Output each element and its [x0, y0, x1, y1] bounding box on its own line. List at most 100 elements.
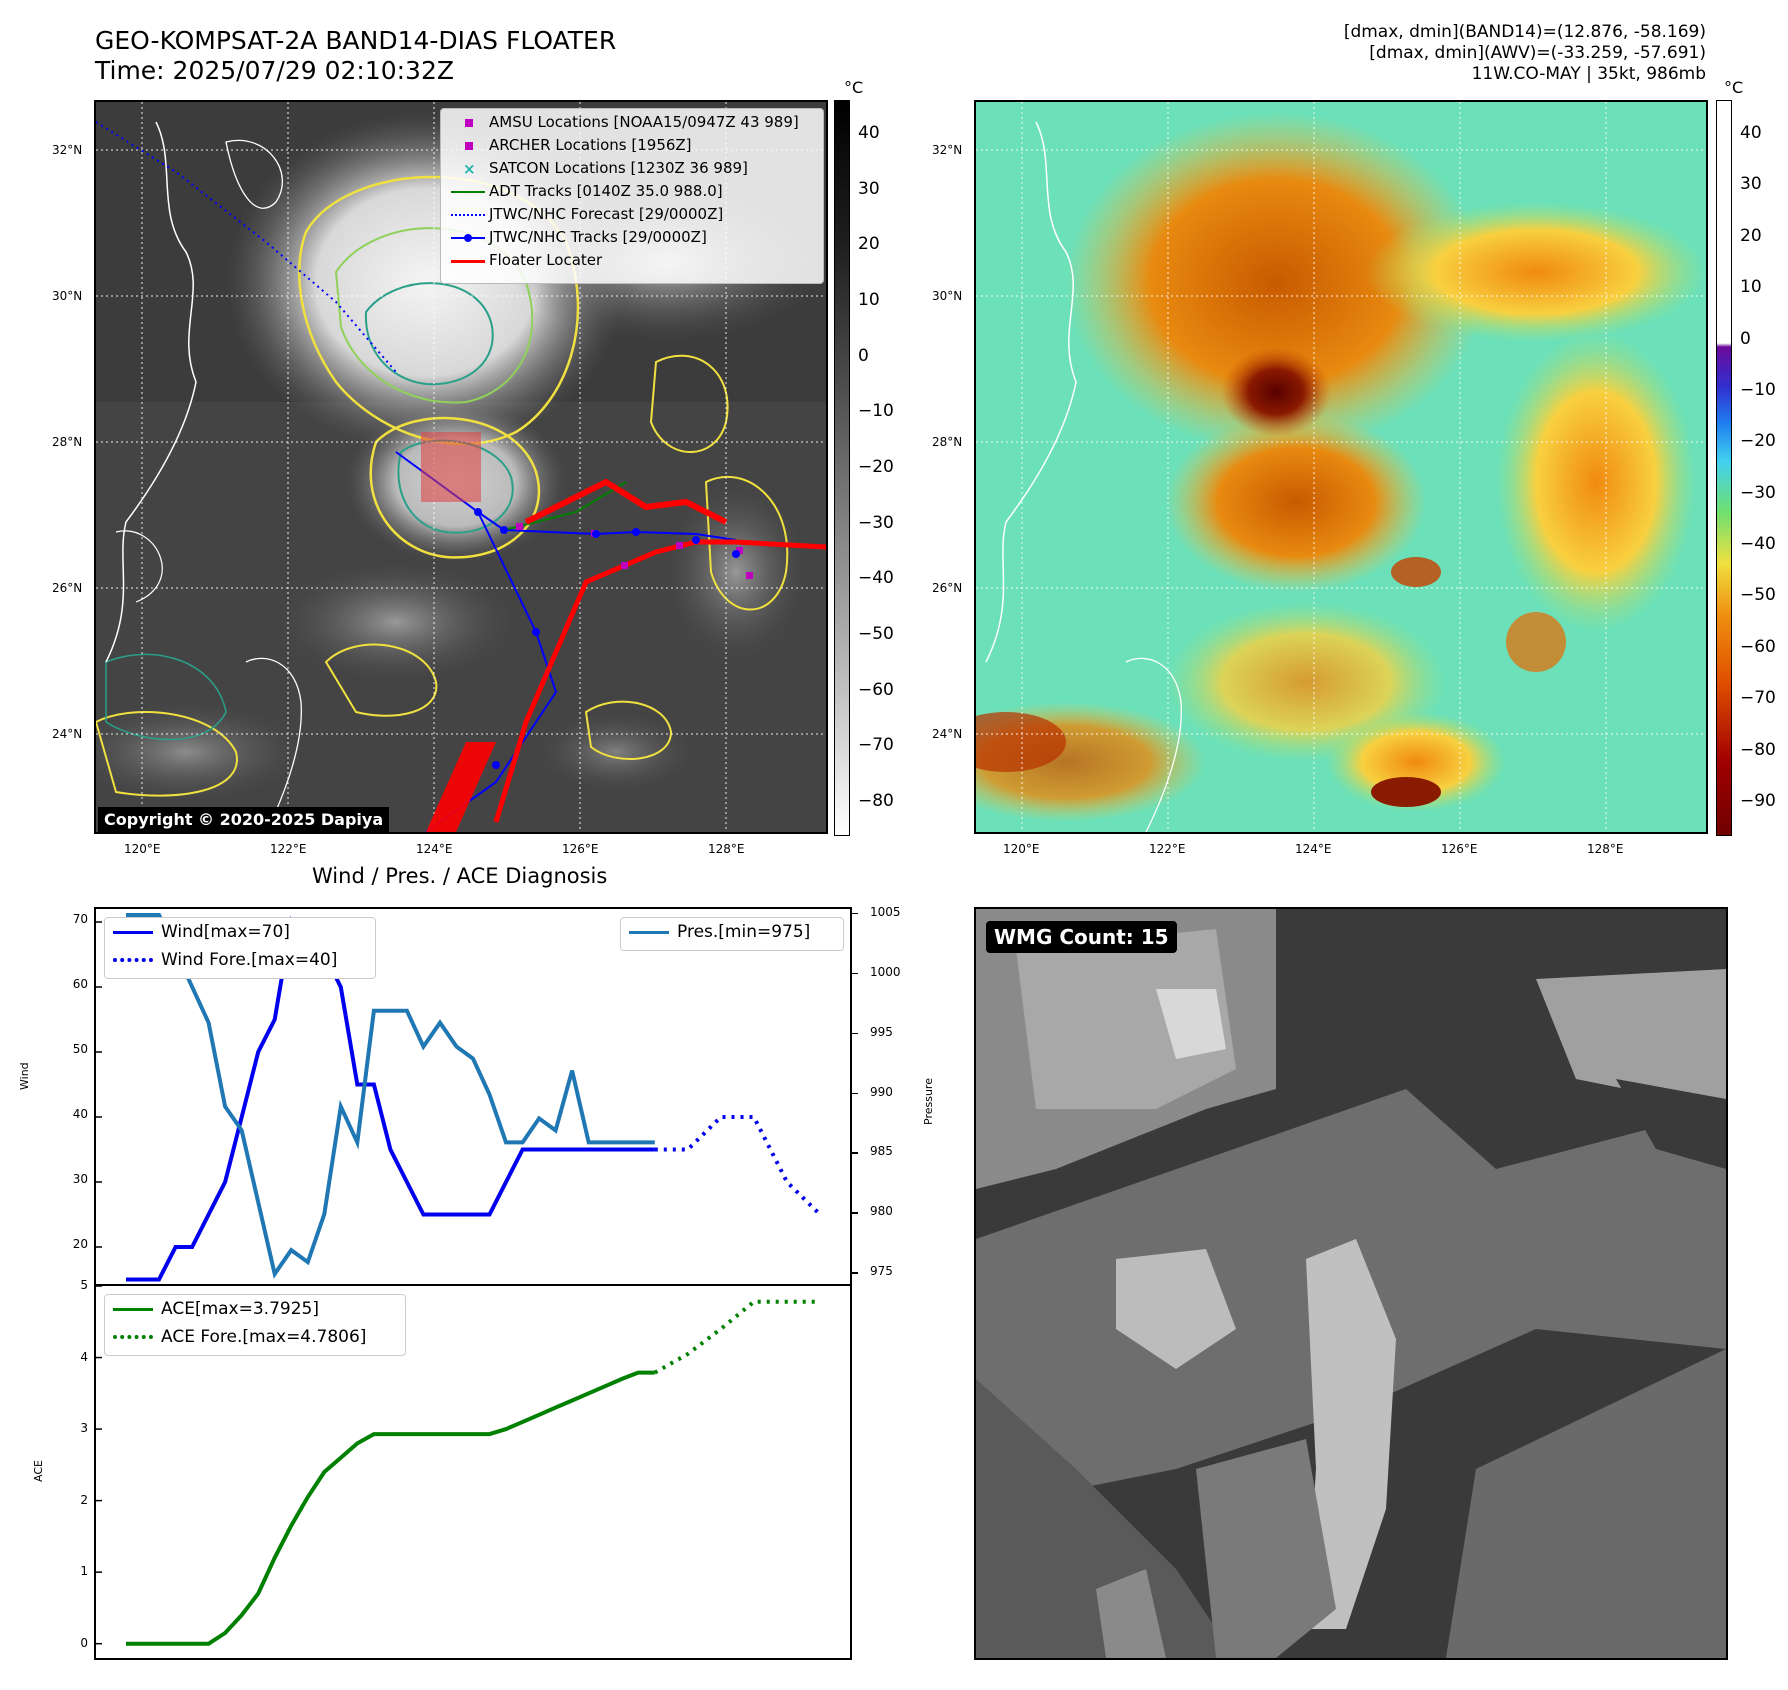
color-lon-tick-128: 128°E: [1587, 842, 1624, 856]
wmg-image: [976, 909, 1726, 1658]
ace-tick-label-3: 3: [80, 1421, 88, 1436]
pressure-tick-mark-5: [852, 972, 858, 975]
info-line-2: [dmax, dmin](AWV)=(-33.259, -57.691): [1369, 43, 1706, 63]
ace-legend: ACE[max=3.7925] ACE Fore.[max=4.7806]: [104, 1294, 406, 1356]
pressure-tick-mark-4: [852, 1032, 858, 1035]
pressure-tick-mark-1: [852, 1212, 858, 1214]
color-colorbar-tick-6: −20: [1740, 431, 1776, 452]
legend-item-adt: ADT Tracks [0140Z 35.0 988.0]: [449, 180, 723, 202]
title-line-2: Time: 2025/07/29 02:10:32Z: [95, 56, 454, 85]
legend-label-wind-forecast: Wind Fore.[max=40]: [161, 950, 338, 970]
legend-label-floater: Floater Locater: [489, 251, 603, 269]
copyright-badge: Copyright © 2020-2025 Dapiya: [98, 807, 390, 832]
ir-colorbar-tick-3: 10: [858, 290, 880, 310]
ir-colorbar-tick-5: −10: [858, 401, 894, 422]
pressure-line-icon: [629, 930, 669, 934]
legend-label-archer: ARCHER Locations [1956Z]: [489, 136, 692, 154]
color-colorbar-tick-13: −90: [1740, 790, 1776, 811]
ace-tick-label-2: 2: [80, 1492, 88, 1507]
wind-tick-label-1: 30: [72, 1172, 88, 1186]
legend-item-pressure: Pres.[min=975]: [629, 922, 810, 942]
legend-item-jtwc-forecast: JTWC/NHC Forecast [29/0000Z]: [449, 203, 723, 225]
color-colorbar-tick-4: 0: [1740, 328, 1751, 349]
color-lat-tick-26: 26°N: [932, 581, 963, 595]
color-colorbar-tick-11: −70: [1740, 688, 1776, 709]
figure-info: [dmax, dmin](BAND14)=(12.876, -58.169) [d…: [1344, 22, 1706, 85]
ace-tick-label-5: 5: [80, 1278, 88, 1292]
ir-lat-tick-32: 32°N: [52, 143, 83, 157]
ir-colorbar: [834, 100, 850, 836]
ace-forecast-dotted-icon: [113, 1335, 153, 1339]
color-lat-tick-24: 24°N: [932, 727, 963, 741]
pressure-tick-label-6: 1005: [870, 904, 901, 919]
wmg-count-badge: WMG Count: 15: [986, 921, 1177, 953]
wind-tick-label-2: 40: [72, 1107, 88, 1121]
wind-pressure-chart: Wind[max=70] Wind Fore.[max=40] Pres.[mi…: [94, 907, 852, 1286]
legend-item-jtwc-tracks: JTWC/NHC Tracks [29/0000Z]: [449, 226, 707, 248]
ace-tick-label-1: 1: [80, 1564, 88, 1579]
ir-colorbar-tick-12: −80: [858, 790, 894, 811]
info-line-3: 11W.CO-MAY | 35kt, 986mb: [1471, 64, 1706, 84]
color-colorbar: [1716, 100, 1732, 836]
wind-axis-title: Wind: [18, 1062, 31, 1090]
ir-lon-tick-122: 122°E: [270, 842, 307, 856]
ir-colorbar-tick-9: −50: [858, 623, 894, 644]
legend-label-wind: Wind[max=70]: [161, 922, 290, 942]
legend-item-wind-forecast: Wind Fore.[max=40]: [113, 950, 337, 970]
wind-tick-label-0: 20: [72, 1237, 88, 1251]
pressure-tick-label-3: 990: [870, 1084, 893, 1099]
ace-series-line-1: [653, 1299, 820, 1375]
color-colorbar-tick-3: 10: [1740, 277, 1762, 298]
forecast-dotted-line-icon: [449, 204, 489, 226]
series-line-0: [126, 915, 655, 1282]
archer-marker-icon: [449, 135, 489, 157]
wmg-panel: WMG Count: 15: [974, 907, 1728, 1660]
color-colorbar-tick-2: 20: [1740, 225, 1762, 246]
ir-lat-tick-30: 30°N: [52, 289, 83, 303]
adt-line-icon: [449, 181, 489, 203]
wind-legend: Wind[max=70] Wind Fore.[max=40]: [104, 917, 376, 979]
wind-line-icon: [113, 930, 153, 934]
ir-lat-tick-26: 26°N: [52, 581, 83, 595]
pressure-legend: Pres.[min=975]: [620, 917, 844, 951]
pressure-tick-label-4: 995: [870, 1024, 893, 1039]
ir-colorbar-tick-4: 0: [858, 345, 869, 366]
color-colorbar-tick-1: 30: [1740, 174, 1762, 195]
legend-item-wind: Wind[max=70]: [113, 922, 290, 942]
series-line-2: [126, 913, 655, 1279]
ir-satellite-panel: AMSU Locations [NOAA15/0947Z 43 989] ARC…: [94, 100, 828, 834]
pressure-tick-label-5: 1000: [870, 964, 901, 979]
figure-title: GEO-KOMPSAT-2A BAND14-DIAS FLOATER Time: …: [95, 26, 616, 86]
series-line-1: [654, 1115, 822, 1216]
legend-label-adt: ADT Tracks [0140Z 35.0 988.0]: [489, 182, 723, 200]
ir-colorbar-tick-2: 20: [858, 234, 880, 255]
color-colorbar-tick-5: −10: [1740, 379, 1776, 400]
ir-colorbar-tick-10: −60: [858, 679, 894, 700]
pressure-tick-mark-0: [852, 1272, 858, 1274]
ir-colorbar-tick-6: −20: [858, 457, 894, 477]
color-lon-tick-120: 120°E: [1003, 842, 1040, 856]
color-lat-tick-32: 32°N: [932, 143, 963, 157]
info-line-1: [dmax, dmin](BAND14)=(12.876, -58.169): [1343, 22, 1706, 42]
pressure-tick-mark-2: [852, 1152, 858, 1154]
legend-label-pressure: Pres.[min=975]: [677, 922, 811, 942]
ir-colorbar-tick-7: −30: [858, 512, 894, 533]
wind-tick-label-4: 60: [72, 977, 88, 991]
ir-colorbar-tick-1: 30: [858, 178, 880, 199]
pressure-tick-label-0: 975: [870, 1264, 893, 1279]
color-colorbar-tick-9: −50: [1740, 585, 1776, 606]
legend-item-satcon: × SATCON Locations [1230Z 36 989]: [449, 157, 748, 179]
legend-label-jtwc-tracks: JTWC/NHC Tracks [29/0000Z]: [489, 228, 707, 246]
ace-line-icon: [113, 1307, 153, 1311]
legend-label-ace: ACE[max=3.7925]: [161, 1299, 319, 1319]
ir-colorbar-tick-0: 40: [858, 123, 880, 144]
color-colorbar-tick-8: −40: [1740, 534, 1776, 555]
legend-item-floater: Floater Locater: [449, 249, 602, 271]
ir-lat-tick-28: 28°N: [52, 435, 83, 449]
ace-series-line-0: [126, 1370, 655, 1646]
pressure-axis-title: Pressure: [922, 1078, 935, 1125]
enhanced-ir-image: [976, 102, 1706, 832]
legend-item-amsu: AMSU Locations [NOAA15/0947Z 43 989]: [449, 111, 799, 133]
color-lon-tick-124: 124°E: [1295, 842, 1332, 856]
legend-label-ace-forecast: ACE Fore.[max=4.7806]: [161, 1327, 367, 1347]
